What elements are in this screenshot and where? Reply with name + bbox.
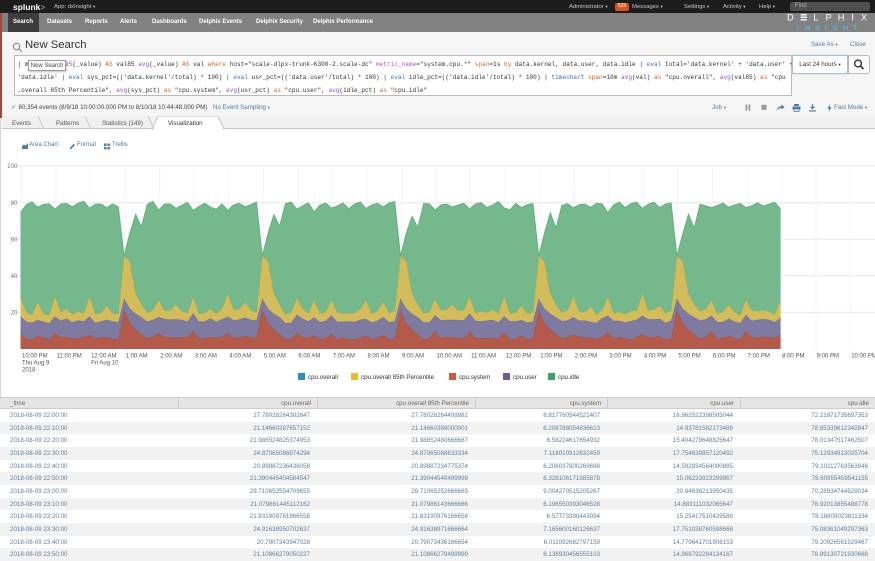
svg-text:1:00 PM: 1:00 PM xyxy=(540,354,562,360)
svg-text:60: 60 xyxy=(11,236,18,243)
svg-text:cpu.system: cpu.system xyxy=(459,374,490,381)
svg-text:10:00 PM: 10:00 PM xyxy=(851,354,875,360)
svg-text:6:00 AM: 6:00 AM xyxy=(298,354,320,360)
svg-text:Thu Aug 9: Thu Aug 9 xyxy=(22,361,50,367)
svg-text:11:00 PM: 11:00 PM xyxy=(57,354,82,360)
svg-text:T: T xyxy=(853,23,858,32)
svg-text:12:00 PM: 12:00 PM xyxy=(506,354,532,360)
svg-text:cpu.overall: cpu.overall xyxy=(308,374,338,381)
svg-text:8:00 AM: 8:00 AM xyxy=(368,354,390,360)
svg-text:2:00 AM: 2:00 AM xyxy=(160,354,182,360)
svg-text:10:00 PM: 10:00 PM xyxy=(22,354,48,360)
svg-text:20: 20 xyxy=(11,310,18,317)
svg-text:1:00 AM: 1:00 AM xyxy=(126,354,148,360)
svg-text:X: X xyxy=(861,13,867,23)
svg-text:3:00 PM: 3:00 PM xyxy=(609,354,631,360)
svg-text:7:00 PM: 7:00 PM xyxy=(748,354,770,360)
svg-text:6:00 PM: 6:00 PM xyxy=(713,354,735,360)
svg-text:9:00 AM: 9:00 AM xyxy=(402,354,424,360)
svg-text:5:00 PM: 5:00 PM xyxy=(678,354,700,360)
svg-text:8:00 PM: 8:00 PM xyxy=(782,354,804,360)
svg-text:11:00 AM: 11:00 AM xyxy=(471,354,496,360)
svg-text:9:00 PM: 9:00 PM xyxy=(817,354,839,360)
svg-text:L: L xyxy=(813,13,818,23)
svg-text:S: S xyxy=(815,23,820,32)
svg-text:I: I xyxy=(851,13,854,23)
svg-text:N: N xyxy=(805,23,810,32)
svg-text:D: D xyxy=(787,13,794,23)
svg-text:100: 100 xyxy=(7,163,18,170)
svg-text:cpu.overall 85th Percentile: cpu.overall 85th Percentile xyxy=(361,374,434,381)
svg-text:H: H xyxy=(843,23,848,32)
svg-text:4:00 PM: 4:00 PM xyxy=(644,354,666,360)
svg-text:2:00 PM: 2:00 PM xyxy=(575,354,597,360)
svg-text:80: 80 xyxy=(11,200,18,207)
svg-text:P: P xyxy=(826,13,832,23)
svg-text:7:00 AM: 7:00 AM xyxy=(333,354,355,360)
svg-text:G: G xyxy=(833,23,839,32)
svg-text:10:00 AM: 10:00 AM xyxy=(437,354,462,360)
svg-text:I: I xyxy=(825,23,827,32)
svg-text:12:00 AM: 12:00 AM xyxy=(91,354,116,360)
svg-text:3:00 AM: 3:00 AM xyxy=(195,354,217,360)
svg-text:4:00 AM: 4:00 AM xyxy=(229,354,251,360)
svg-text:5:00 AM: 5:00 AM xyxy=(264,354,286,360)
svg-text:2018: 2018 xyxy=(22,368,36,374)
svg-text:cpu.idle: cpu.idle xyxy=(558,374,580,381)
svg-text:H: H xyxy=(838,13,845,23)
svg-text:I: I xyxy=(797,23,799,32)
svg-text:40: 40 xyxy=(11,273,18,280)
svg-text:cpu.user: cpu.user xyxy=(513,374,537,381)
svg-text:Fri Aug 10: Fri Aug 10 xyxy=(91,361,119,367)
